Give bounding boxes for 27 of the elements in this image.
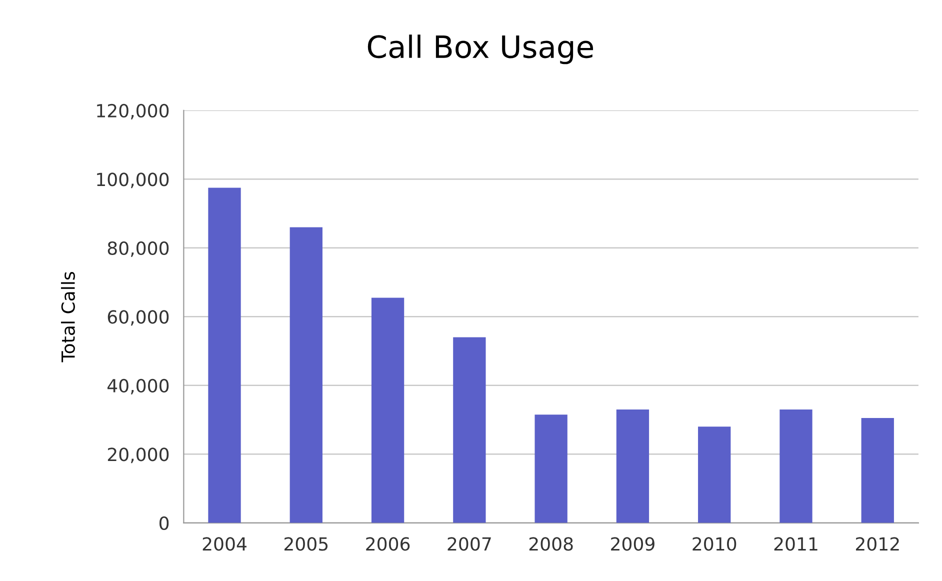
y-tick-label: 40,000	[108, 378, 169, 394]
x-tick-label: 2012	[856, 537, 899, 551]
bar	[371, 298, 404, 523]
y-tick-label: 100,000	[97, 172, 169, 188]
bar	[453, 337, 486, 523]
x-tick-label: 2011	[774, 537, 818, 551]
bar	[861, 418, 894, 523]
y-tick-label: 120,000	[97, 104, 169, 120]
bar	[534, 414, 568, 523]
y-tick-label: 20,000	[108, 448, 169, 464]
bar	[780, 409, 812, 523]
y-tick-label: 80,000	[108, 241, 169, 257]
x-tick-label: 2006	[366, 537, 410, 551]
x-tick-label: 2008	[529, 537, 573, 551]
x-tick-label: 2007	[448, 537, 491, 551]
bar	[208, 188, 241, 523]
y-axis-title: Total Calls	[60, 272, 75, 362]
y-tick-label: 0	[160, 516, 169, 530]
bar	[616, 409, 650, 523]
y-tick-label: 60,000	[108, 310, 169, 326]
x-tick-label: 2005	[284, 537, 328, 551]
chart-title: Call Box Usage	[368, 34, 594, 64]
bar	[698, 426, 731, 523]
x-tick-label: 2009	[611, 537, 654, 551]
x-tick-label: 2004	[202, 537, 246, 551]
bar	[290, 227, 322, 523]
x-tick-label: 2010	[692, 537, 736, 551]
